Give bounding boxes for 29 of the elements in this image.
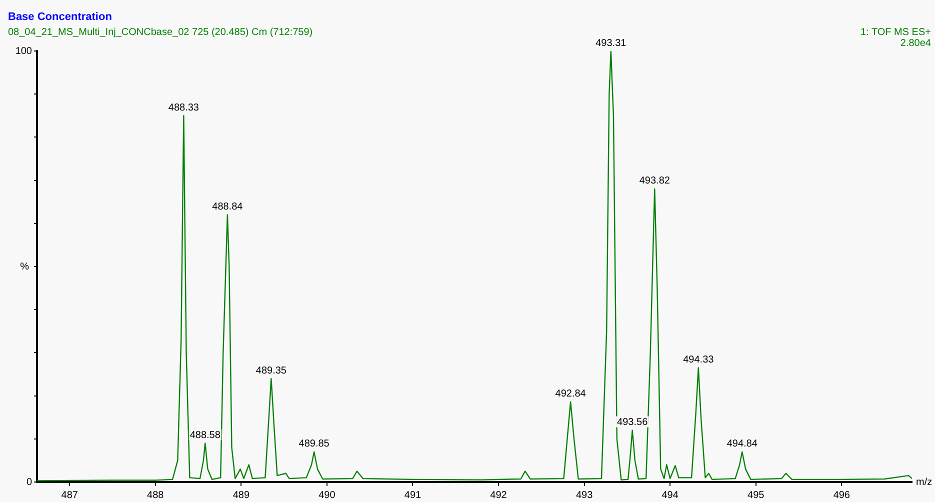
y-tick-label: 100 [15,46,32,57]
text: 2.80e4 [899,38,931,49]
x-tick-label: 496 [833,490,850,501]
annotation: 494.84 [726,438,758,450]
chart-subtitle: 08_04_21_MS_Multi_Inj_CONCbase_02 725 (20.485) Cm (712:759) [8,27,313,38]
x-tick-label: 493 [576,490,594,501]
x-tick-label: 487 [61,490,78,501]
annotation: 493.31 [596,38,627,49]
x-tick-label: 495 [748,490,765,501]
x-tick-label: 488 [147,490,164,501]
chart-title: Base Concentration [8,11,112,23]
x-tick-label: 489 [232,490,250,501]
y-axis-title: % [20,261,30,272]
x-tick-label: 491 [404,490,422,501]
text: 1: TOF MS ES+ [860,27,931,38]
x-tick-label: 490 [318,490,336,501]
y-tick-label: 0 [26,476,32,488]
annotation: 493.56 [617,417,648,428]
annotation: 489.85 [298,438,330,450]
annotation: 493.82 [639,176,670,187]
x-axis-title: m/z [916,476,932,488]
annotation: 488.58 [190,430,221,441]
annotation: 488.33 [168,102,200,114]
x-tick-label: 492 [490,490,508,501]
annotation: 488.84 [212,202,244,213]
annotation: 492.84 [555,388,586,400]
annotation: 494.33 [683,354,714,366]
x-tick-label: 494 [662,490,679,501]
annotation: 489.35 [256,365,287,376]
